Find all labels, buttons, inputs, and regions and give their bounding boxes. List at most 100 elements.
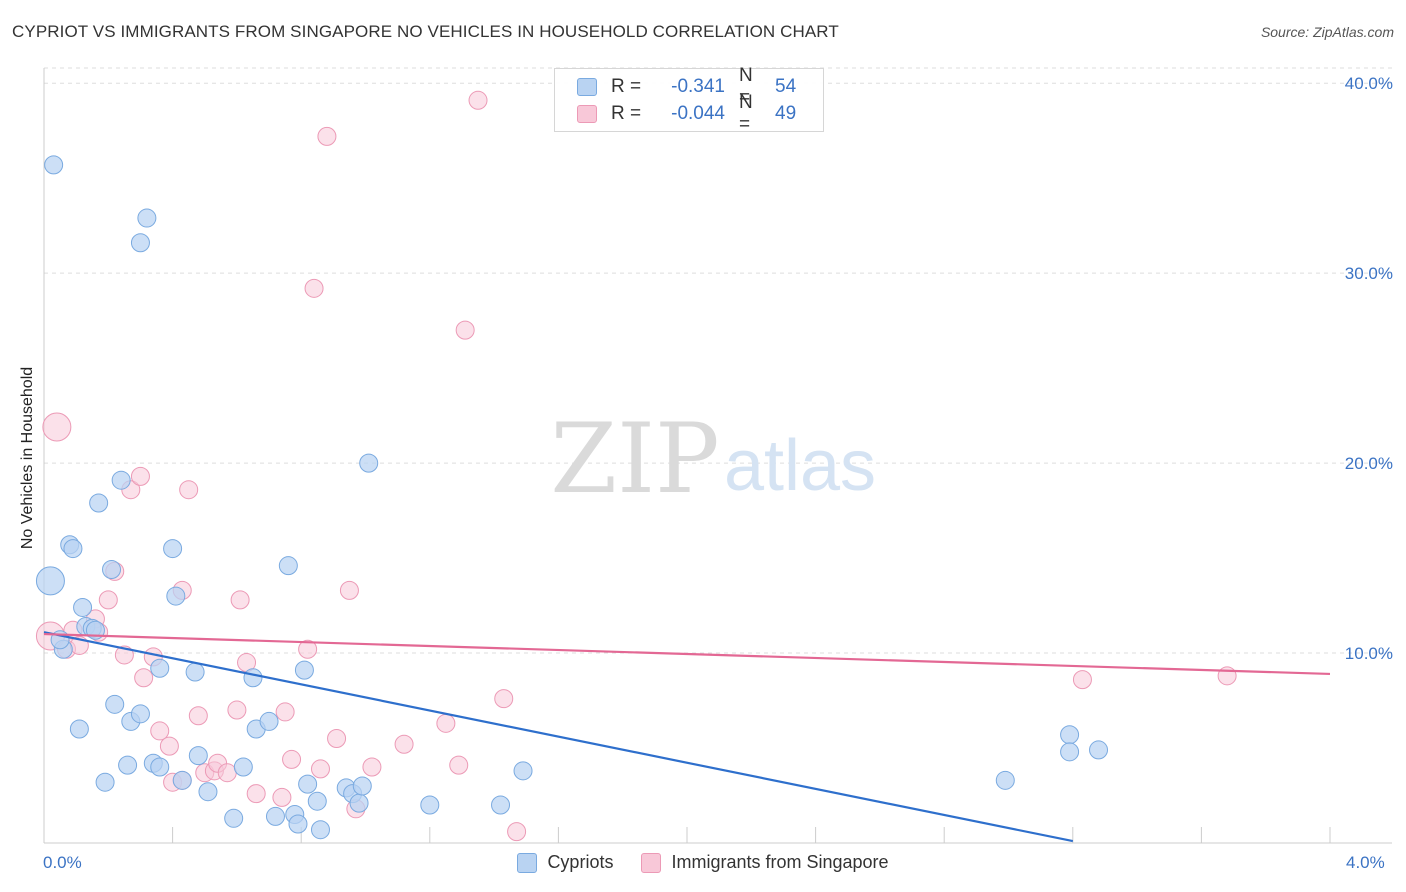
singapore-point <box>230 590 250 610</box>
legend-r-label: R = <box>611 103 642 124</box>
cypriot-point <box>233 757 253 777</box>
legend-label-cypriots: Cypriots <box>547 852 614 872</box>
legend-r-label: R = <box>611 76 642 97</box>
cypriot-point <box>73 597 93 617</box>
legend-r-value: -0.044 <box>671 103 725 124</box>
legend-r-value: -0.341 <box>671 76 725 97</box>
cypriot-point <box>166 586 186 606</box>
trend-lines <box>43 631 1331 843</box>
singapore-point <box>188 706 208 726</box>
singapore-point <box>179 480 199 500</box>
legend-n-label: N = <box>739 65 753 108</box>
cypriot-point <box>995 770 1015 790</box>
cypriot-point <box>288 814 308 834</box>
singapore-point <box>507 822 527 842</box>
watermark: ZIP atlas <box>550 403 876 515</box>
chart-title: CYPRIOT VS IMMIGRANTS FROM SINGAPORE NO … <box>12 22 839 41</box>
singapore-point <box>298 639 318 659</box>
cypriot-point <box>359 453 379 473</box>
cypriot-point <box>44 155 64 175</box>
source-credit: Source: ZipAtlas.com <box>1260 24 1394 40</box>
cypriot-point <box>1089 740 1109 760</box>
legend-n-value: 49 <box>775 103 797 124</box>
cypriot-point <box>172 770 192 790</box>
singapore-point <box>339 580 359 600</box>
x-tick-label-max: 4.0% <box>1346 853 1385 872</box>
correlation-legend: R = -0.341 N = 54 R = -0.044 N = 49 <box>554 65 824 135</box>
singapore-trend-line <box>43 632 1331 676</box>
cypriot-point <box>1060 725 1080 745</box>
singapore-point <box>159 736 179 756</box>
legend-n-value: 54 <box>775 76 797 97</box>
cypriot-point <box>310 820 330 840</box>
legend-row-cypriots: R = -0.341 N = 54 <box>577 65 797 108</box>
y-tick-label: 40.0% <box>1345 74 1393 93</box>
singapore-point <box>130 466 150 486</box>
singapore-point <box>272 787 292 807</box>
singapore-point <box>304 278 324 298</box>
singapore-point <box>150 721 170 741</box>
cypriot-point <box>259 711 279 731</box>
cypriot-point <box>188 746 208 766</box>
legend-item-cypriots: Cypriots <box>517 852 613 873</box>
cypriot-point <box>69 719 89 739</box>
cypriot-point <box>89 493 109 513</box>
singapore-point <box>42 412 72 442</box>
cypriot-point <box>349 793 369 813</box>
cypriot-point <box>130 704 150 724</box>
singapore-point <box>468 90 488 110</box>
series-legend: Cypriots Immigrants from Singapore <box>0 852 1406 873</box>
cypriot-point <box>1060 742 1080 762</box>
y-tick-label: 20.0% <box>1345 454 1393 473</box>
cypriot-point <box>63 539 83 559</box>
cypriot-point <box>278 556 298 576</box>
cypriot-point <box>137 208 157 228</box>
singapore-point <box>362 757 382 777</box>
singapore-point <box>134 668 154 688</box>
cypriot-point <box>35 566 65 596</box>
singapore-point <box>327 729 347 749</box>
cypriot-point <box>150 757 170 777</box>
watermark-zip: ZIP <box>550 403 719 515</box>
cypriot-point <box>130 233 150 253</box>
cypriot-point <box>307 791 327 811</box>
cypriot-point <box>294 660 314 680</box>
y-tick-label: 30.0% <box>1345 264 1393 283</box>
cypriot-point <box>420 795 440 815</box>
cypriot-point <box>185 662 205 682</box>
singapore-point <box>246 784 266 804</box>
cypriot-point <box>163 539 183 559</box>
singapore-point <box>275 702 295 722</box>
singapore-point <box>310 759 330 779</box>
legend-swatch-pink <box>641 852 662 873</box>
legend-row-singapore: R = -0.044 N = 49 <box>577 92 797 135</box>
legend-n-label: N = <box>739 92 753 135</box>
cypriot-point <box>118 755 138 775</box>
watermark-atlas: atlas <box>724 426 876 506</box>
cypriot-point <box>111 470 131 490</box>
cypriot-point <box>198 782 218 802</box>
legend-swatch-blue <box>517 852 538 873</box>
legend-item-singapore: Immigrants from Singapore <box>641 852 889 873</box>
singapore-point <box>455 320 475 340</box>
cypriot-point <box>491 795 511 815</box>
cypriot-point <box>265 806 285 826</box>
singapore-point <box>394 734 414 754</box>
legend-label-singapore: Immigrants from Singapore <box>671 852 889 872</box>
y-tick-labels: 10.0% 20.0% 30.0% 40.0% <box>1345 74 1393 663</box>
x-tick-label-min: 0.0% <box>43 853 82 872</box>
singapore-point <box>98 590 118 610</box>
singapore-point <box>217 763 237 783</box>
y-tick-label: 10.0% <box>1345 644 1393 663</box>
legend-swatch-pink <box>577 105 597 123</box>
singapore-point <box>282 749 302 769</box>
cypriot-point <box>224 808 244 828</box>
singapore-point <box>227 700 247 720</box>
cypriot-point <box>95 772 115 792</box>
singapore-point <box>449 755 469 775</box>
cypriot-point <box>105 694 125 714</box>
cypriot-trend-line <box>43 631 1074 843</box>
singapore-point <box>317 126 337 146</box>
cypriot-point <box>513 761 533 781</box>
